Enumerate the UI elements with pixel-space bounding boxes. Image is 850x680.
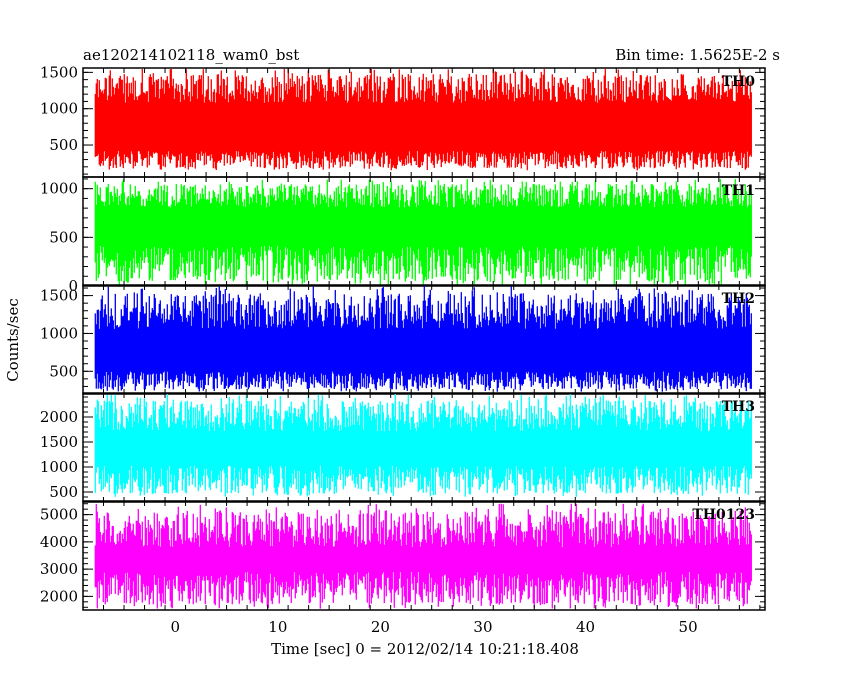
bin-time-label: Bin time: 1.5625E-2 s <box>615 46 780 64</box>
y-tick-label: 2000 <box>40 587 78 605</box>
chart-title: ae120214102118_wam0_bst <box>83 46 299 64</box>
y-tick-label: 1000 <box>40 458 78 476</box>
panel-label-th0: TH0 <box>722 74 756 90</box>
panel-label-th3: TH3 <box>722 399 755 415</box>
y-tick-label: 5000 <box>40 506 78 524</box>
y-tick-label: 1500 <box>40 287 78 305</box>
panel-label-th0123: TH0123 <box>692 507 755 523</box>
series-th1-trace <box>94 179 752 285</box>
series-th0-trace <box>94 69 752 171</box>
y-tick-label: 3000 <box>40 560 78 578</box>
series-th2-trace <box>94 286 752 392</box>
x-tick-label: 40 <box>576 618 595 636</box>
x-axis-label: Time [sec] 0 = 2012/02/14 10:21:18.408 <box>271 640 579 658</box>
y-tick-label: 1000 <box>40 100 78 118</box>
y-tick-label: 1500 <box>40 433 78 451</box>
y-tick-label: 4000 <box>40 533 78 551</box>
x-tick-label: 30 <box>473 618 492 636</box>
series-th3-trace <box>94 394 752 497</box>
panel-label-th1: TH1 <box>722 183 755 199</box>
x-tick-label: 50 <box>679 618 698 636</box>
panel-frame-th2 <box>82 284 766 395</box>
x-tick-label: 0 <box>171 618 181 636</box>
y-tick-label: 1000 <box>40 180 78 198</box>
y-tick-label: 1500 <box>40 63 78 81</box>
panel-frame-th0123 <box>82 500 766 611</box>
y-axis-label: Counts/sec <box>4 298 22 382</box>
x-tick-label: 10 <box>268 618 287 636</box>
y-tick-label: 500 <box>49 362 78 380</box>
x-tick-label: 20 <box>371 618 390 636</box>
y-tick-label: 500 <box>49 136 78 154</box>
series-th0123-trace <box>94 503 752 609</box>
y-tick-label: 0 <box>68 277 78 295</box>
y-tick-label: 1000 <box>40 324 78 342</box>
panel-label-th2: TH2 <box>722 291 755 307</box>
y-tick-label: 2000 <box>40 408 78 426</box>
y-tick-label: 500 <box>49 483 78 501</box>
y-tick-label: 500 <box>49 228 78 246</box>
